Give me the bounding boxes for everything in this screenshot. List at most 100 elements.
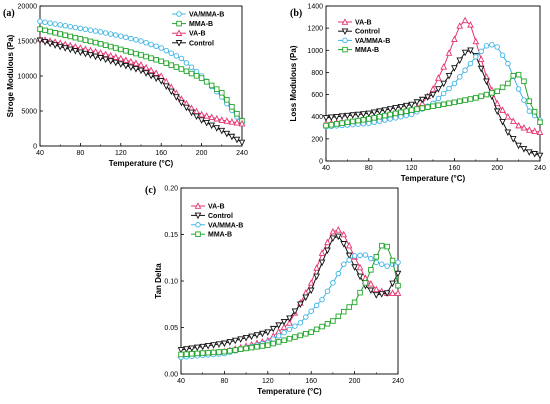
y-tick-label: 10000 [18, 74, 38, 81]
series-marker [122, 62, 130, 70]
series-marker [360, 111, 367, 118]
series-marker [142, 70, 150, 77]
series-marker [223, 117, 231, 124]
series-marker [102, 42, 109, 48]
series-marker [188, 345, 196, 352]
series-marker [47, 28, 53, 35]
series-marker [52, 21, 58, 27]
series-marker [483, 78, 490, 86]
series-marker [429, 91, 437, 99]
series-marker [368, 255, 374, 262]
legend-marker [195, 222, 201, 228]
series-marker [66, 46, 74, 54]
series-marker [313, 273, 320, 281]
series-marker [167, 88, 175, 96]
series-marker [457, 74, 463, 80]
legend-label: VA-B [208, 204, 225, 211]
series-marker [102, 50, 109, 58]
series-marker [536, 152, 544, 160]
series-marker [237, 336, 245, 343]
series-marker [344, 119, 351, 125]
x-tick-label: 160 [305, 378, 317, 385]
series-marker [324, 321, 331, 327]
series-marker [158, 45, 164, 51]
series-marker [328, 121, 335, 128]
series-marker [456, 22, 464, 29]
series-marker [210, 342, 217, 349]
x-tick-label: 120 [406, 165, 418, 172]
series-marker [319, 296, 325, 303]
series-marker [237, 346, 244, 352]
series-marker [440, 63, 448, 70]
series-marker [333, 121, 340, 127]
series-marker [286, 319, 293, 326]
series-marker [408, 107, 415, 113]
series-marker [362, 252, 369, 258]
series-marker [398, 113, 404, 120]
series-marker [152, 69, 160, 76]
series-marker [456, 57, 464, 65]
series-marker [270, 336, 276, 342]
series-marker [213, 86, 220, 92]
series-marker [112, 53, 120, 60]
series-marker [226, 339, 234, 346]
series-marker [521, 78, 527, 85]
series-marker [435, 74, 442, 81]
series-marker [473, 95, 479, 101]
chart-panel-1: (a) 40 80 120 160 200 240 0 5000 10000 15000 20000 T… [3, 4, 248, 169]
x-tick-label: 240 [534, 165, 546, 172]
series-marker [477, 65, 485, 73]
series-marker [275, 322, 282, 329]
series-marker [367, 279, 375, 287]
series-marker [472, 37, 480, 45]
series-marker [329, 235, 337, 243]
series-marker [462, 97, 468, 103]
legend-marker [194, 212, 202, 220]
series-marker [147, 72, 155, 80]
legend-label: VA-B [189, 31, 206, 38]
x-tick-label: 40 [36, 150, 44, 157]
legend-label: Control [355, 29, 380, 36]
series-marker [152, 75, 160, 83]
series-marker [445, 49, 453, 56]
series-marker [275, 333, 282, 339]
series-marker [218, 127, 226, 135]
series-marker [345, 241, 353, 249]
series-marker [178, 55, 185, 62]
x-axis-label: Temperature (°C) [401, 174, 466, 183]
x-tick-label: 240 [392, 378, 404, 385]
series-marker [499, 106, 506, 113]
series-marker [389, 289, 396, 296]
series-marker [127, 57, 135, 65]
series-marker [308, 329, 314, 335]
y-tick-label: 15000 [18, 39, 38, 46]
series-marker [313, 302, 320, 309]
series-marker [128, 49, 134, 55]
series-marker [324, 247, 331, 255]
series-marker [531, 108, 538, 115]
series-marker [188, 64, 195, 70]
series-marker [515, 121, 522, 129]
x-tick-label: 120 [115, 150, 127, 157]
series-marker [328, 114, 335, 122]
series-marker [334, 233, 342, 241]
panel-label: (c) [145, 185, 156, 196]
series-marker [56, 43, 64, 51]
series-marker [521, 97, 527, 103]
series-marker [510, 72, 517, 79]
series-marker [178, 66, 185, 72]
series-mma-b [178, 242, 401, 358]
series-marker [234, 111, 240, 117]
series-marker [52, 30, 58, 36]
series-marker [133, 50, 139, 57]
series-marker [376, 108, 383, 115]
series-marker [178, 99, 185, 107]
series-marker [216, 349, 222, 355]
series-marker [526, 98, 533, 104]
series-marker [221, 340, 228, 348]
series-marker [366, 120, 372, 127]
series-marker [228, 133, 236, 141]
series-marker [47, 20, 53, 26]
series-marker [368, 267, 374, 273]
series-marker [281, 329, 287, 336]
